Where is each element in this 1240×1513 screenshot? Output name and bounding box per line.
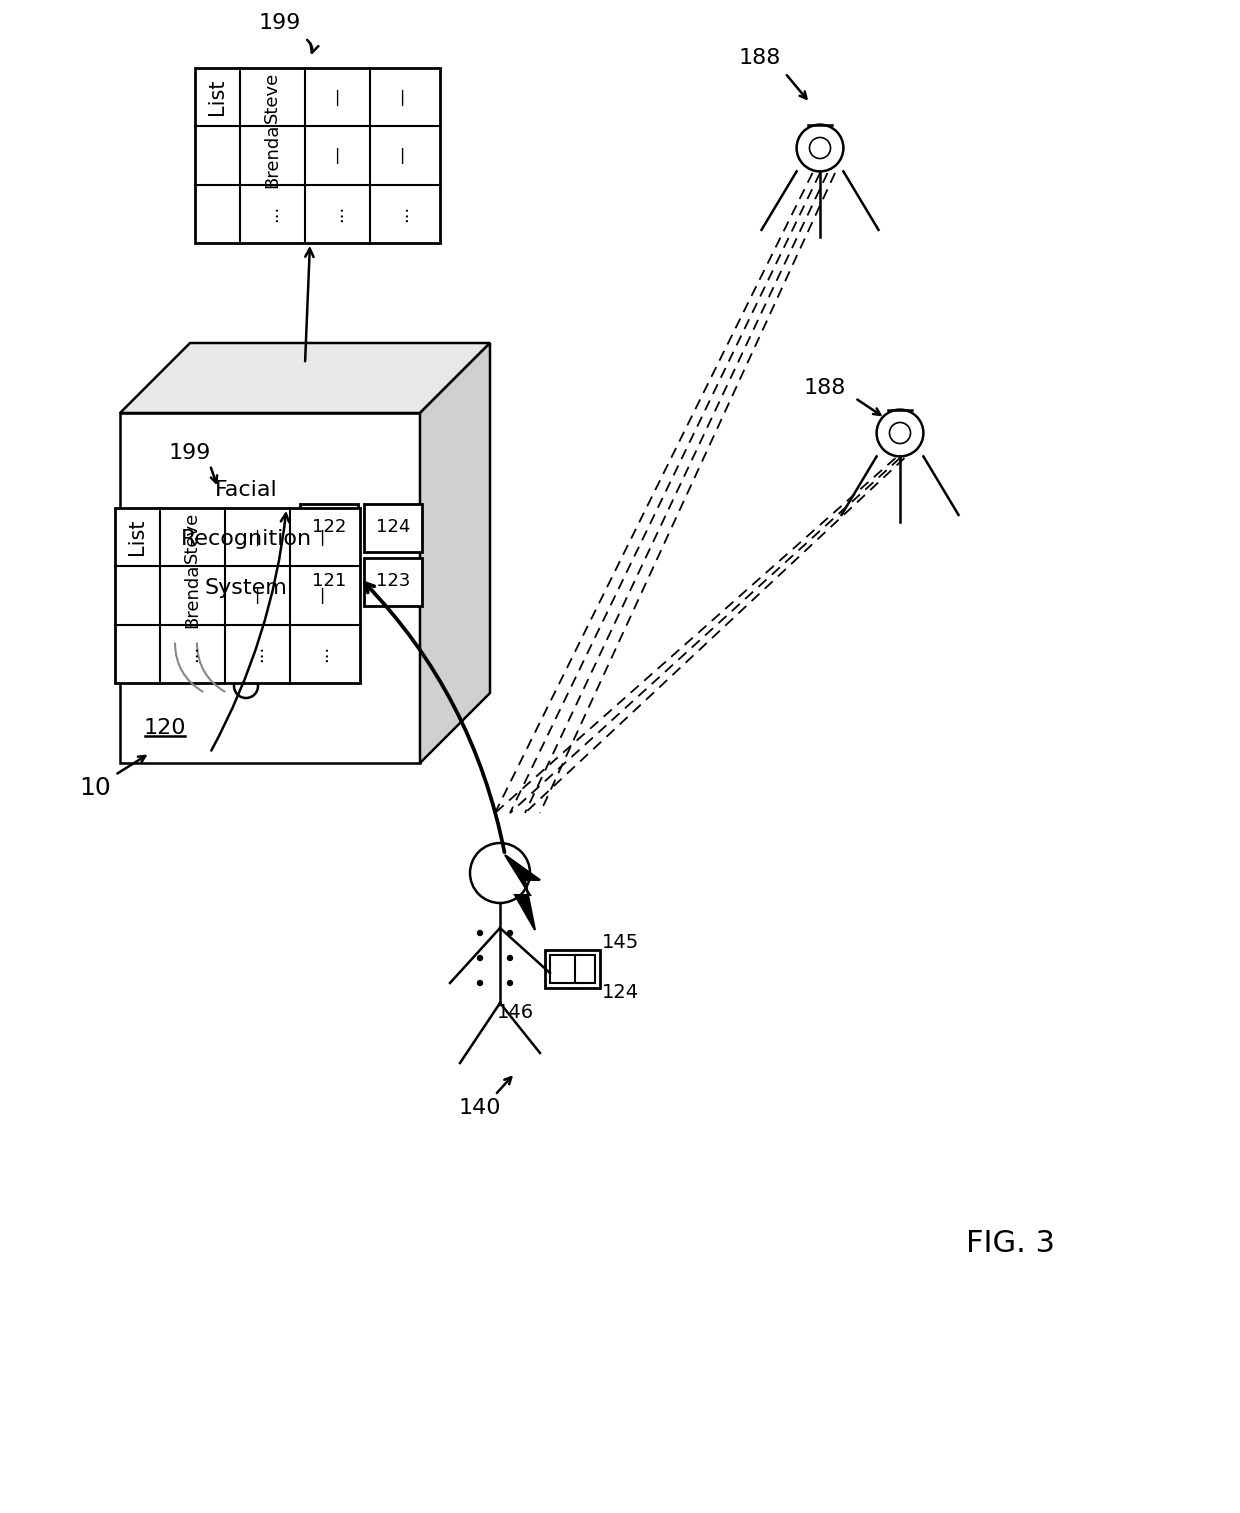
FancyArrowPatch shape xyxy=(211,468,217,483)
Text: 124: 124 xyxy=(601,983,639,1003)
Text: FIG. 3: FIG. 3 xyxy=(966,1229,1054,1257)
Text: 140: 140 xyxy=(459,1098,501,1118)
Text: Brenda: Brenda xyxy=(184,563,201,628)
Text: —: — xyxy=(329,88,346,106)
Text: Steve: Steve xyxy=(263,71,281,123)
Text: ...: ... xyxy=(329,206,346,222)
Bar xyxy=(365,504,422,552)
Text: —: — xyxy=(312,587,331,605)
Text: ...: ... xyxy=(248,645,267,663)
Text: —: — xyxy=(312,528,331,546)
Circle shape xyxy=(477,956,482,961)
Bar xyxy=(195,68,440,244)
FancyArrowPatch shape xyxy=(857,399,880,415)
Text: Brenda: Brenda xyxy=(263,124,281,188)
Text: 120: 120 xyxy=(144,719,186,738)
Bar xyxy=(365,557,422,605)
Text: Recognition: Recognition xyxy=(181,530,311,549)
Text: 188: 188 xyxy=(739,48,781,68)
Polygon shape xyxy=(120,343,490,413)
Text: 10: 10 xyxy=(79,776,110,800)
Bar xyxy=(115,508,360,682)
Text: ...: ... xyxy=(312,645,331,663)
FancyArrowPatch shape xyxy=(786,76,806,98)
Bar xyxy=(300,504,358,552)
Circle shape xyxy=(477,980,482,985)
Text: List: List xyxy=(207,79,227,115)
Text: 121: 121 xyxy=(312,572,346,590)
FancyArrowPatch shape xyxy=(305,248,314,362)
FancyArrowPatch shape xyxy=(497,1077,511,1092)
Bar xyxy=(300,557,358,605)
Text: —: — xyxy=(393,88,410,106)
Text: 123: 123 xyxy=(376,572,410,590)
Text: ...: ... xyxy=(263,206,281,222)
FancyArrowPatch shape xyxy=(308,39,319,53)
Text: —: — xyxy=(248,528,267,546)
Text: ...: ... xyxy=(393,206,410,222)
Text: 188: 188 xyxy=(804,378,846,398)
Text: 199: 199 xyxy=(259,14,301,33)
Text: —: — xyxy=(248,587,267,605)
Circle shape xyxy=(507,956,512,961)
Polygon shape xyxy=(505,855,539,930)
Text: 124: 124 xyxy=(376,519,410,537)
Text: 146: 146 xyxy=(496,1003,533,1023)
Text: 199: 199 xyxy=(169,443,211,463)
FancyArrowPatch shape xyxy=(211,513,289,750)
Bar xyxy=(546,950,600,988)
Text: ...: ... xyxy=(184,645,201,663)
Text: —: — xyxy=(393,147,410,165)
Polygon shape xyxy=(120,413,420,763)
Text: Facial: Facial xyxy=(215,480,278,499)
Text: 145: 145 xyxy=(601,932,639,952)
Bar xyxy=(575,955,595,983)
Bar xyxy=(551,955,580,983)
Text: —: — xyxy=(329,147,346,165)
Text: System: System xyxy=(205,578,288,598)
Text: Steve: Steve xyxy=(184,511,201,563)
Text: List: List xyxy=(126,519,148,555)
Circle shape xyxy=(507,930,512,935)
FancyArrowPatch shape xyxy=(118,756,145,773)
Text: 122: 122 xyxy=(311,519,346,537)
FancyArrowPatch shape xyxy=(365,583,505,852)
Circle shape xyxy=(507,980,512,985)
Polygon shape xyxy=(420,343,490,763)
Circle shape xyxy=(477,930,482,935)
